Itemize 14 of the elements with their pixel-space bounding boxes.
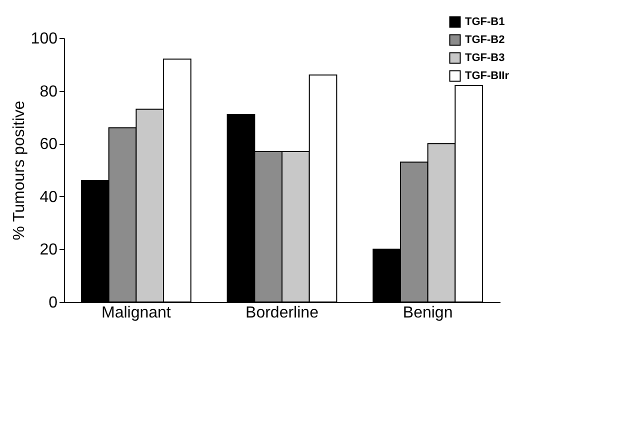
- legend-label: TGF-B1: [465, 16, 505, 28]
- legend-label: TGF-BIIr: [465, 70, 510, 82]
- legend-label: TGF-B3: [465, 52, 505, 64]
- y-tick-label: 40: [40, 188, 58, 206]
- y-tick-label: 0: [48, 294, 58, 312]
- x-tick-label: Borderline: [246, 304, 319, 322]
- legend-label: TGF-B2: [465, 34, 505, 46]
- y-tick-label: 20: [40, 242, 58, 259]
- x-tick-label: Benign: [402, 304, 453, 322]
- y-tick-label: 60: [40, 136, 58, 154]
- y-tick-label: 80: [40, 83, 58, 100]
- x-tick-label: Malignant: [101, 304, 172, 322]
- y-axis-title: % Tumours positive: [10, 100, 28, 240]
- y-tick-label: 100: [30, 30, 58, 48]
